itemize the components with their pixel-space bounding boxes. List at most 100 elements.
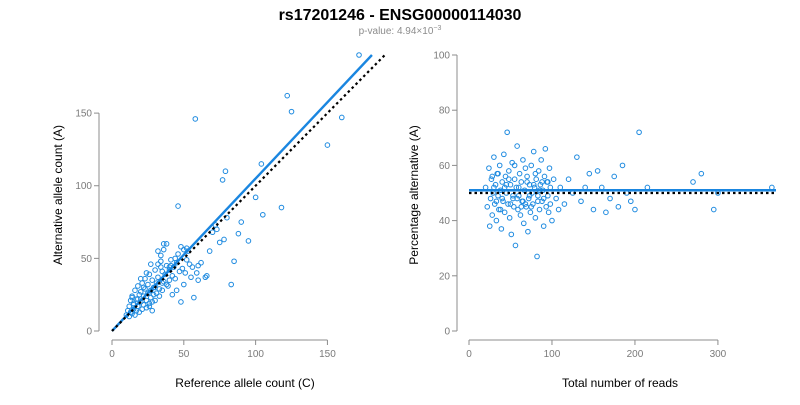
- right-data-point: [540, 223, 547, 229]
- right-data-point: [549, 217, 555, 224]
- right-data-point: [487, 195, 494, 202]
- right-data-point: [524, 179, 530, 185]
- left-data-point: [143, 297, 150, 304]
- right-data-point: [518, 204, 525, 210]
- left-data-point: [152, 267, 158, 273]
- left-x-tick-label: 150: [319, 349, 336, 360]
- left-data-point: [173, 287, 180, 294]
- right-x-tick-label: 100: [544, 349, 561, 360]
- left-reference-line: [111, 54, 386, 332]
- left-data-point: [198, 259, 204, 266]
- right-data-point: [484, 204, 491, 210]
- right-data-point: [632, 206, 638, 213]
- right-data-point: [527, 209, 534, 216]
- figure-title: rs17201246 - ENSG00000114030: [279, 7, 522, 24]
- right-data-point: [486, 165, 492, 171]
- left-data-point: [191, 294, 197, 301]
- right-data-point: [547, 201, 554, 207]
- left-x-tick-label: 100: [247, 349, 264, 360]
- right-y-tick-label: 40: [439, 216, 451, 227]
- right-data-point: [594, 168, 601, 174]
- right-data-point: [522, 165, 529, 171]
- left-data-point: [356, 52, 362, 58]
- right-data-point: [511, 162, 518, 169]
- left-data-point: [169, 291, 176, 298]
- right-y-tick-label: 100: [433, 51, 450, 62]
- right-data-point: [516, 170, 523, 177]
- left-data-point: [176, 268, 183, 275]
- right-data-point: [524, 173, 530, 180]
- right-data-point: [497, 206, 504, 213]
- right-data-point: [520, 220, 527, 227]
- left-data-point: [228, 281, 235, 288]
- right-data-point: [491, 154, 497, 160]
- right-data-point: [538, 157, 544, 163]
- right-data-point: [698, 170, 705, 177]
- right-data-point: [545, 209, 552, 216]
- right-data-point: [690, 179, 696, 185]
- right-data-point: [498, 226, 505, 232]
- left-data-point: [183, 257, 190, 263]
- left-y-tick-label: 0: [86, 327, 92, 338]
- left-data-point: [222, 168, 229, 175]
- right-data-point: [535, 198, 541, 205]
- left-data-point: [149, 307, 156, 314]
- right-data-point: [493, 198, 500, 205]
- right-data-point: [619, 162, 626, 169]
- right-data-point: [502, 173, 509, 180]
- left-y-tick-label: 50: [81, 254, 93, 265]
- right-data-point: [514, 143, 520, 149]
- left-data-point: [160, 241, 167, 247]
- left-data-point: [142, 286, 148, 292]
- right-data-point: [522, 201, 529, 207]
- left-data-point: [140, 302, 147, 308]
- left-data-point: [150, 291, 157, 298]
- left-data-point: [214, 226, 220, 233]
- left-data-point: [179, 265, 186, 272]
- right-data-point: [540, 195, 547, 202]
- left-y-tick-label: 150: [75, 109, 92, 120]
- left-data-point: [278, 204, 285, 211]
- left-data-point: [221, 236, 227, 243]
- p-value-exponent: −3: [433, 25, 441, 32]
- right-data-point: [505, 201, 511, 207]
- left-data-point: [169, 273, 176, 279]
- left-data-point: [172, 255, 178, 262]
- right-data-point: [535, 192, 541, 199]
- right-data-point: [511, 176, 518, 182]
- left-data-point: [238, 219, 245, 225]
- left-data-point: [178, 243, 184, 250]
- right-x-axis-label: Total number of reads: [562, 376, 678, 390]
- right-y-tick-label: 20: [439, 271, 451, 282]
- left-data-point: [153, 290, 160, 297]
- left-panel-allele-counts: 0 50 100 150 0 50 100 150 Reference allele count…: [51, 52, 386, 390]
- left-data-point: [146, 300, 153, 307]
- right-data-point: [586, 170, 593, 177]
- left-data-point: [186, 261, 193, 267]
- right-data-point: [501, 151, 507, 158]
- right-data-point: [503, 181, 510, 188]
- left-data-point: [172, 275, 178, 282]
- left-data-point: [132, 287, 138, 294]
- left-data-point: [193, 270, 200, 276]
- right-y-tick-label: 80: [439, 106, 451, 117]
- left-data-point: [163, 281, 170, 288]
- left-data-point: [324, 142, 331, 148]
- left-data-point: [135, 296, 141, 302]
- left-data-point: [159, 287, 166, 294]
- right-data-point: [486, 223, 493, 229]
- left-data-point: [156, 293, 163, 299]
- right-y-tick-label: 0: [444, 327, 450, 338]
- right-data-point: [545, 179, 551, 185]
- p-value-subtitle: p-value: 4.94×10−3: [359, 25, 442, 37]
- right-data-point: [546, 165, 553, 171]
- left-data-point: [206, 248, 213, 254]
- right-data-point: [525, 228, 531, 235]
- right-data-point: [536, 206, 543, 213]
- right-data-point: [500, 198, 506, 205]
- right-data-point: [511, 204, 517, 210]
- right-x-tick-label: 300: [710, 349, 727, 360]
- right-data-point: [590, 206, 597, 213]
